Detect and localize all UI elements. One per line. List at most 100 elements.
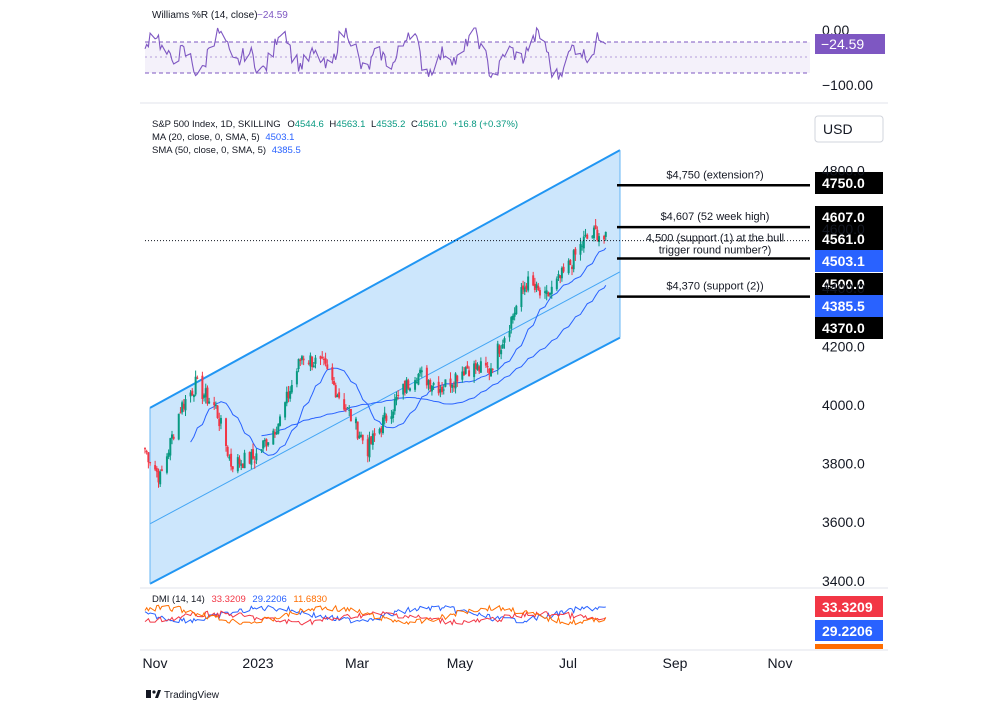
candle-body [228,456,231,459]
candle-body [338,392,341,398]
candle-body [289,390,292,399]
candle-body [172,436,175,439]
tradingview-logo-icon [146,690,161,698]
brand-name: TradingView [164,690,220,701]
candle-body [182,403,185,409]
candles-group [144,219,607,488]
candle-body [538,290,541,296]
level-label: $4,607 (52 week high) [661,211,770,223]
level-label-2: trigger round number?) [659,245,772,257]
candle-body [522,285,525,290]
candle-body [603,236,606,240]
candle-body [581,245,584,247]
candle-body [260,449,263,451]
candle-body [368,437,371,458]
candle-body [167,452,170,457]
candle-body [560,267,563,279]
candle-body [444,379,447,387]
legend-c-label: C [411,119,418,130]
candle-body [408,388,411,391]
sma50-badge-text: 4385.5 [822,298,865,314]
candle-body [312,365,315,368]
candle-body [238,458,241,465]
candle-body [144,448,146,450]
legend-high: 4563.1 [336,119,365,130]
x-tick-label: 2023 [242,655,273,671]
legend-low: 4535.2 [376,119,405,130]
candle-body [488,368,491,374]
dmi-value-2: 29.2206 [252,594,286,605]
currency-button[interactable] [814,115,884,143]
y-tick-label: 3600.0 [822,514,865,530]
candle-body [378,428,381,434]
level-badge [815,317,883,339]
candle-body [243,452,246,469]
candle-body [532,275,535,286]
candle-body [523,287,526,292]
candle-body [307,362,310,364]
dmi-adx-line [144,610,607,626]
y-ticks-group: 3400.0 3600.0 3800.0 4000.0 4200.0 4400.0 4600… [822,163,865,589]
sma50-badge [815,295,883,317]
legend-l-label: L [371,119,376,130]
candle-body [571,266,574,269]
candle-body [381,417,384,434]
candle-body [194,376,197,395]
candle-body [417,373,420,385]
candle-body [218,418,221,427]
candle-body [333,381,336,385]
williams-badge [815,34,885,54]
candle-body [145,451,148,453]
y-tick-label: 4000.0 [822,397,865,413]
y-tick-label: 3400.0 [822,573,865,589]
candle-body [336,395,339,398]
candle-body [184,399,187,411]
williams-tick-bottom: −100.00 [822,77,873,93]
candle-body [236,457,239,472]
candle-body [392,411,395,418]
candle-body [402,383,405,395]
y-tick-label: 4800.0 [822,163,865,179]
candle-body [311,356,314,368]
candle-body [263,439,266,442]
candle-body [415,382,418,384]
dmi-badge-1-text: 33.3209 [822,599,873,615]
candle-body [295,371,298,385]
ma20-badge [815,250,883,272]
legend-symbol: S&P 500 Index, 1D, SKILLING [152,119,281,130]
candle-body [343,399,346,410]
candle-body [544,291,547,293]
candle-body [287,391,290,398]
candle-body [321,357,324,359]
williams-badge-text: −24.59 [821,36,864,52]
dmi-value-3: 11.6830 [293,594,327,605]
candle-body [486,366,489,368]
candle-body [191,390,194,396]
candle-body [356,421,359,439]
candle-body [248,452,251,464]
level-badge [815,206,883,228]
candle-body [511,315,514,320]
candle-body [272,430,275,445]
candle-body [189,392,192,397]
candle-body [395,396,398,401]
candle-body [427,380,430,385]
candle-body [213,402,216,406]
candle-body [594,225,597,230]
legend-line-1: S&P 500 Index, 1D, SKILLING O4544.6 H456… [152,119,518,130]
candle-body [500,350,503,355]
candle-body [390,416,393,419]
candle-body [385,415,388,421]
candle-body [397,394,400,396]
candle-body [147,452,150,463]
candle-body [273,432,276,435]
candle-body [452,385,455,387]
candle-body [354,418,357,424]
candle-body [383,412,386,419]
candle-body [557,273,560,278]
candle-body [591,236,594,238]
candle-body [297,359,300,369]
candle-body [319,356,322,359]
